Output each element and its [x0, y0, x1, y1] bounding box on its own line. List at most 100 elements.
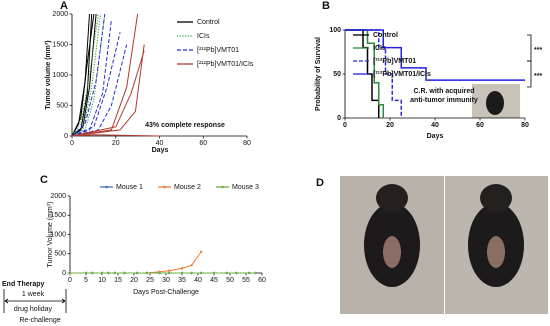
data-line — [71, 13, 97, 137]
legend-label: Mouse 1 — [116, 184, 143, 191]
legend-label: Mouse 2 — [174, 184, 201, 191]
data-line — [71, 13, 93, 137]
x-axis-label: Days — [152, 147, 169, 154]
x-tick-label: 55 — [242, 277, 250, 284]
legend-label: Control — [197, 19, 220, 26]
y-tick-label: 1500 — [50, 212, 66, 219]
legend-label: ICIs — [197, 33, 210, 40]
annotation: Re-challenge — [19, 317, 60, 324]
x-tick-label: 20 — [112, 140, 120, 147]
mouse-belly — [487, 236, 505, 268]
bracket — [527, 60, 532, 88]
annotation: 43% complete response — [145, 122, 225, 129]
x-tick-label: 35 — [178, 277, 186, 284]
legend-label: [²¹²Pb]VMT01/ICIs — [197, 61, 254, 68]
photo-panel — [340, 176, 548, 314]
x-tick-label: 50 — [226, 277, 234, 284]
annotation: drug holiday — [14, 306, 53, 313]
panel-label: C — [40, 174, 48, 186]
data-line — [71, 32, 121, 137]
x-tick-label: 5 — [84, 277, 88, 284]
x-tick-label: 10 — [98, 277, 106, 284]
data-point — [91, 271, 94, 275]
x-tick-label: 60 — [199, 140, 207, 147]
y-axis-label: Tumor volume (mm³) — [45, 40, 52, 109]
y-tick-label: 50 — [333, 71, 341, 78]
data-line — [70, 251, 202, 274]
data-point — [107, 271, 110, 275]
data-point — [200, 250, 203, 254]
data-line — [71, 50, 145, 137]
panel-label: B — [322, 0, 330, 12]
x-tick-label: 0 — [70, 140, 74, 147]
y-axis-label: Probability of Survival — [315, 37, 322, 111]
y-tick-label: 2000 — [50, 193, 66, 200]
panel-label: D — [316, 177, 324, 189]
survival-curve — [345, 29, 402, 118]
y-tick-label: 1000 — [52, 72, 68, 79]
data-point — [168, 269, 171, 272]
data-point — [123, 271, 126, 275]
legend-label: [²¹²Pb]VMT01 — [373, 58, 416, 65]
y-tick-label: 0 — [62, 270, 66, 277]
annotation: End Therapy — [2, 281, 45, 288]
x-tick-label: 20 — [386, 122, 394, 129]
legend-label: [²¹²Pb]VMT01 — [197, 47, 239, 54]
significance: *** — [534, 73, 542, 80]
data-point — [254, 271, 257, 275]
y-tick-label: 1000 — [50, 231, 66, 238]
mouse-belly — [383, 236, 401, 268]
y-tick-label: 500 — [54, 251, 66, 258]
data-point — [84, 271, 88, 275]
mouse — [376, 184, 408, 212]
data-point — [113, 271, 117, 275]
legend-marker — [163, 185, 166, 189]
data-point — [190, 264, 193, 267]
data-point — [248, 271, 251, 275]
y-tick-label: 0 — [337, 115, 341, 122]
x-tick-label: 0 — [68, 277, 72, 284]
x-tick-label: 45 — [210, 277, 218, 284]
data-point — [180, 271, 184, 275]
data-line — [71, 44, 145, 137]
x-axis-label: Days Post-Challenge — [133, 289, 199, 296]
legend-marker — [105, 185, 108, 189]
mouse — [480, 184, 512, 212]
survival-curve — [345, 29, 525, 81]
legend-marker — [221, 185, 224, 189]
x-tick-label: 60 — [258, 277, 266, 284]
x-tick-label: 20 — [130, 277, 138, 284]
annotation: anti-tumor immunity — [410, 97, 478, 104]
x-tick-label: 40 — [194, 277, 202, 284]
panel-label: A — [60, 0, 68, 12]
data-point — [136, 271, 139, 275]
x-tick-label: 25 — [146, 277, 154, 284]
arrow — [4, 298, 66, 304]
data-point — [212, 271, 216, 275]
data-point — [100, 271, 104, 275]
data-point — [145, 271, 148, 275]
x-axis-label: Days — [427, 133, 444, 140]
x-tick-label: 0 — [343, 122, 347, 129]
legend-label: Mouse 3 — [232, 184, 259, 191]
mouse — [486, 91, 504, 115]
y-tick-label: 1500 — [52, 41, 68, 48]
x-tick-label: 30 — [162, 277, 170, 284]
annotation: C.R. with acquired — [413, 88, 474, 95]
data-point — [168, 271, 171, 275]
x-tick-label: 40 — [431, 122, 439, 129]
data-line — [71, 13, 106, 137]
data-point — [235, 271, 238, 275]
x-tick-label: 40 — [156, 140, 164, 147]
data-point — [158, 271, 161, 275]
data-line — [71, 13, 139, 137]
data-point — [225, 271, 228, 275]
legend-label: ICIs — [373, 45, 386, 52]
legend-label: [²¹²Pb]VMT01/ICIs — [373, 71, 431, 78]
x-tick-label: 15 — [114, 277, 122, 284]
data-point — [200, 271, 203, 275]
y-axis-label: Tumor Volume (mm³) — [47, 202, 54, 268]
data-line — [71, 20, 112, 137]
data-point — [68, 271, 72, 275]
